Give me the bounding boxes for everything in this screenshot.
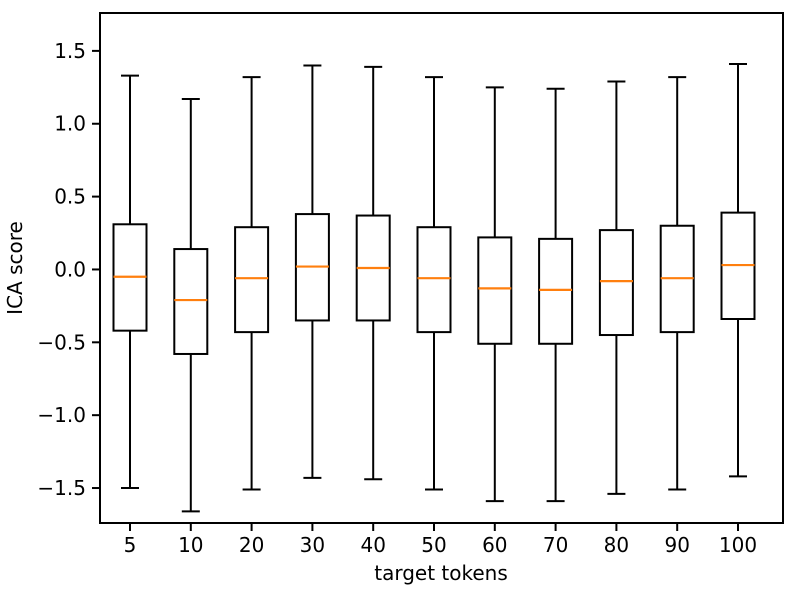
iqr-box [598,229,634,337]
x-tick-label: 10 [178,533,203,557]
x-tick-label: 80 [604,533,629,557]
y-axis-label: ICA score [3,221,27,315]
iqr-box [538,237,574,345]
iqr-box [234,226,270,334]
iqr-box [173,248,209,355]
iqr-box [416,226,452,334]
plot-layer: 1.5 1.0 0.5 0.0 −0.5 −1.0 −1.5 5 10 20 30 40 50 60 70 8… [37,12,784,557]
axes-spines [99,12,784,524]
x-tick-label: 50 [421,533,446,557]
x-tick-label: 90 [664,533,689,557]
x-tick-label: 5 [124,533,137,557]
x-tick-label: 30 [300,533,325,557]
y-tick-label: −1.0 [37,403,86,427]
y-tick-label: 0.0 [54,257,86,281]
iqr-box [477,236,513,345]
x-tick-label: 40 [360,533,385,557]
y-tick-label: 1.0 [54,112,86,136]
y-tick-label: −0.5 [37,330,86,354]
x-tick-label: 20 [239,533,264,557]
x-tick-label: 70 [543,533,568,557]
y-tick-label: 1.5 [54,39,86,63]
x-axis-label: target tokens [374,561,508,585]
x-tick-label: 100 [719,533,757,557]
y-tick-label: −1.5 [37,476,86,500]
y-tick-label: 0.5 [54,185,86,209]
x-tick-label: 60 [482,533,507,557]
